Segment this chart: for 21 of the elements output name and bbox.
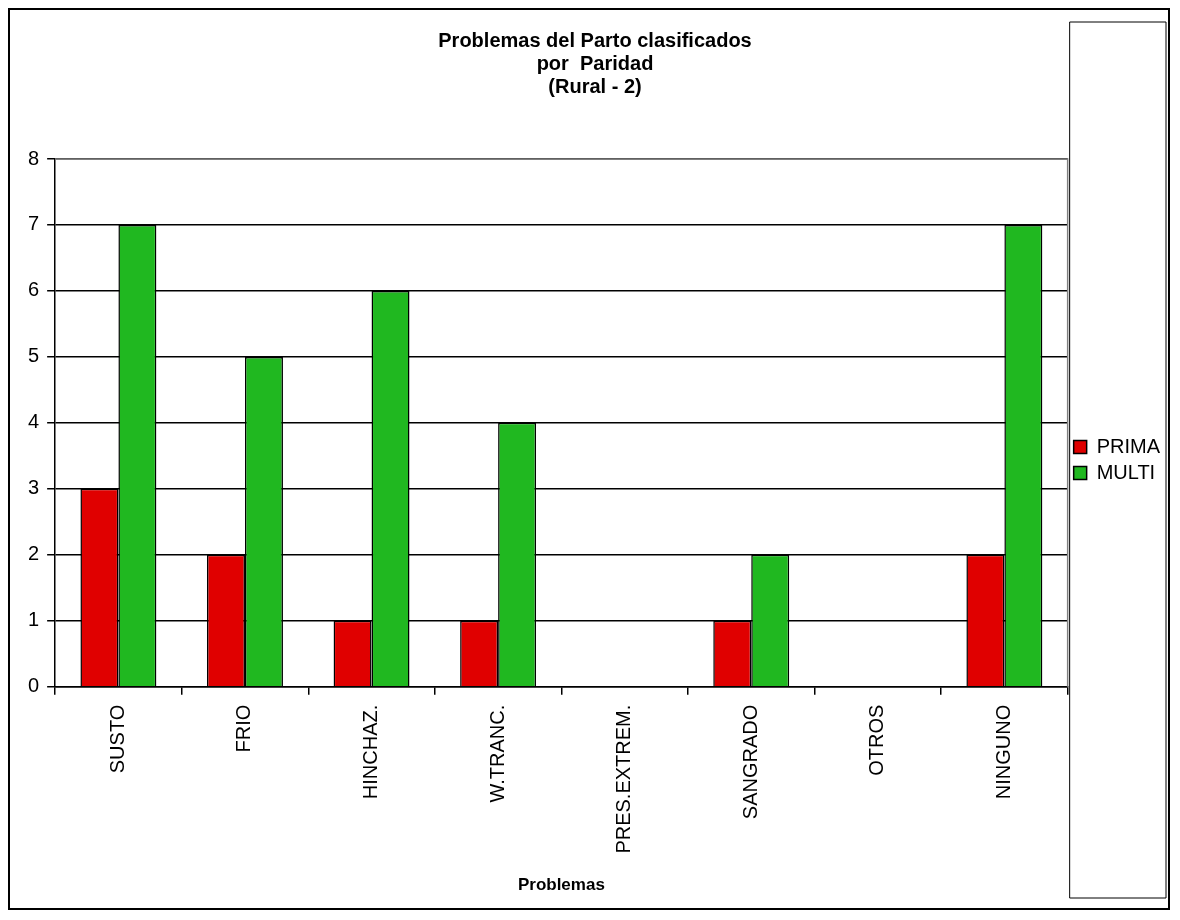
x-tick-label: HINCHAZ. — [359, 704, 382, 800]
x-tick-label: W.TRANC. — [485, 704, 508, 803]
x-tick-label: SANGRADO — [738, 704, 761, 820]
y-tick-label: 4 — [28, 410, 40, 433]
x-tick-label: FRIO — [232, 704, 255, 753]
x-tick-label: NINGUNO — [991, 704, 1014, 800]
y-tick-label: 6 — [28, 278, 40, 301]
chart-title: Problemas del Parto clasificados por Paridad (Rural - 2) — [438, 29, 752, 98]
y-tick-label: 1 — [28, 608, 40, 631]
x-tick-label: OTROS — [865, 704, 888, 776]
y-tick-label: 7 — [28, 212, 40, 235]
y-tick-label: 0 — [28, 674, 40, 697]
x-tick-label: PRES.EXTREM. — [612, 704, 635, 854]
x-tick-label: SUSTO — [105, 704, 128, 774]
y-tick-label: 8 — [28, 146, 40, 169]
y-tick-label: 3 — [28, 476, 40, 499]
y-tick-label: 5 — [28, 344, 40, 367]
legend-label: MULTI — [1096, 460, 1156, 483]
y-tick-label: 2 — [28, 542, 40, 565]
x-axis-title: Problemas — [517, 875, 605, 895]
legend-label: PRIMA — [1096, 434, 1161, 457]
